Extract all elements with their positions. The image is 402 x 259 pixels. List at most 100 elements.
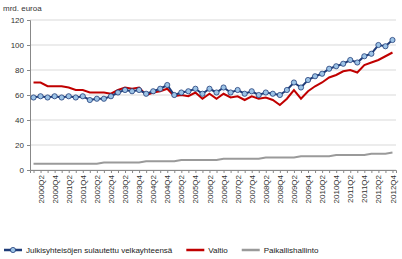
y-tick: 60 — [15, 91, 30, 100]
marker — [80, 94, 85, 99]
y-axis-title: mrd. euroa — [3, 4, 42, 13]
x-tick-label: 2007Q4 — [248, 174, 257, 203]
marker — [115, 90, 120, 95]
y-tick: 40 — [15, 116, 30, 125]
marker — [305, 77, 310, 82]
y-tick: 120 — [11, 16, 30, 25]
x-tick — [315, 170, 316, 173]
x-tick-mark — [153, 170, 154, 173]
x-tick-mark — [76, 170, 77, 173]
x-tick-mark — [301, 170, 302, 173]
x-tick: 2006Q2 — [206, 170, 215, 203]
x-tick: 2004Q4 — [163, 170, 172, 203]
x-tick-label: 2004Q2 — [149, 174, 158, 203]
x-tick — [287, 170, 288, 173]
x-tick: 2012Q2 — [374, 170, 383, 203]
marker — [390, 37, 395, 42]
y-tick-mark — [27, 145, 30, 146]
marker — [355, 60, 360, 65]
x-tick-mark — [315, 170, 316, 173]
x-tick — [231, 170, 232, 173]
x-tick-label: 2000Q4 — [51, 174, 60, 203]
x-tick-label: 2000Q2 — [37, 174, 46, 203]
legend-swatch — [186, 249, 204, 252]
marker — [235, 87, 240, 92]
x-tick: 2007Q4 — [248, 170, 257, 203]
x-tick-mark — [392, 170, 393, 173]
x-tick-mark — [378, 170, 379, 173]
marker — [348, 57, 353, 62]
x-tick-label: 2008Q4 — [276, 174, 285, 203]
legend-label: Julkisyhteisöjen sulautettu velkayhteens… — [26, 246, 173, 255]
marker — [284, 87, 289, 92]
x-tick-mark — [48, 170, 49, 173]
series-line — [34, 153, 393, 164]
x-tick: 2003Q2 — [121, 170, 130, 203]
y-tick-mark — [27, 120, 30, 121]
y-tick-mark — [27, 95, 30, 96]
x-tick-mark — [273, 170, 274, 173]
x-tick — [76, 170, 77, 173]
chart: 0204060801001202000Q22000Q42001Q22001Q42… — [0, 0, 402, 259]
x-tick — [329, 170, 330, 173]
x-tick-label: 2011Q2 — [346, 174, 355, 202]
x-axis: 2000Q22000Q42001Q22001Q42002Q22002Q42003… — [31, 170, 398, 203]
y-tick-mark — [27, 70, 30, 71]
x-tick — [273, 170, 274, 173]
x-tick: 2009Q2 — [290, 170, 299, 203]
marker — [172, 92, 177, 97]
x-tick-mark — [336, 170, 337, 173]
marker — [59, 95, 64, 100]
marker — [214, 90, 219, 95]
x-tick: 2000Q4 — [51, 170, 60, 203]
x-tick-mark — [245, 170, 246, 173]
x-tick — [132, 170, 133, 173]
y-tick-label: 40 — [15, 116, 24, 125]
marker — [221, 85, 226, 90]
marker — [256, 92, 261, 97]
y-tick-label: 0 — [20, 166, 25, 175]
x-tick-mark — [371, 170, 372, 173]
legend-label: Valtio — [208, 246, 228, 255]
marker — [108, 94, 113, 99]
x-tick-mark — [160, 170, 161, 173]
series-group — [31, 37, 395, 163]
y-tick-label: 80 — [15, 66, 24, 75]
marker — [207, 86, 212, 91]
x-tick: 2010Q2 — [318, 170, 327, 203]
x-tick-label: 2009Q2 — [290, 174, 299, 203]
x-tick-mark — [202, 170, 203, 173]
marker — [101, 96, 106, 101]
x-tick — [202, 170, 203, 173]
marker — [193, 86, 198, 91]
x-tick — [104, 170, 105, 173]
marker — [179, 90, 184, 95]
x-tick: 2002Q4 — [107, 170, 116, 203]
grid-line — [30, 145, 396, 146]
x-tick-label: 2010Q4 — [332, 174, 341, 203]
series-inner — [31, 37, 395, 163]
x-tick: 2008Q2 — [262, 170, 271, 203]
marker — [270, 91, 275, 96]
series-line — [34, 40, 393, 100]
x-tick-mark — [188, 170, 189, 173]
legend-item: Paikallishallinto — [242, 246, 319, 255]
x-tick: 2000Q2 — [37, 170, 46, 203]
grid — [30, 20, 396, 170]
x-tick-label: 2012Q4 — [389, 174, 398, 203]
marker — [383, 44, 388, 49]
x-tick-mark — [195, 170, 196, 173]
plot: 0204060801001202000Q22000Q42001Q22001Q42… — [11, 16, 398, 203]
marker — [362, 54, 367, 59]
x-tick: 2009Q4 — [304, 170, 313, 203]
x-tick-mark — [357, 170, 358, 173]
x-tick — [188, 170, 189, 173]
x-tick-mark — [111, 170, 112, 173]
x-tick-mark — [294, 170, 295, 173]
marker — [341, 61, 346, 66]
x-tick — [34, 170, 35, 173]
x-tick-mark — [55, 170, 56, 173]
x-tick: 2004Q2 — [149, 170, 158, 203]
marker — [136, 87, 141, 92]
x-tick-mark — [287, 170, 288, 173]
